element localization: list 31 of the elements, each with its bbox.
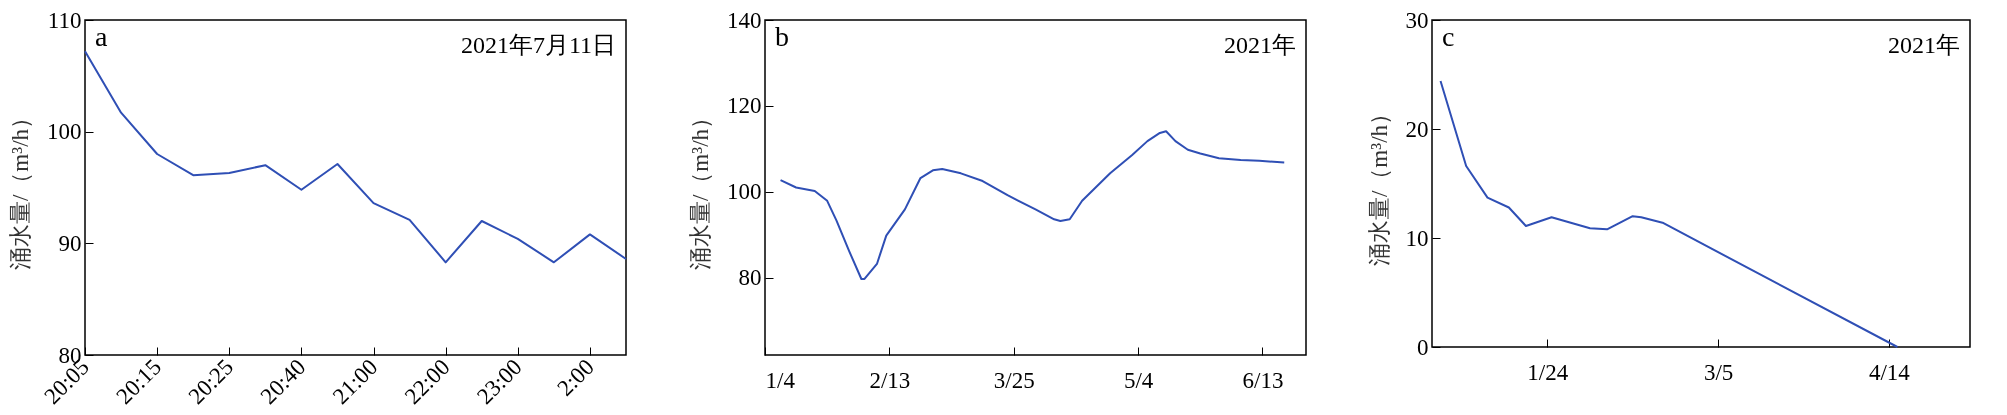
y-tick-label: 10 [1405,225,1429,251]
y-tick-label: 140 [727,7,762,33]
annotation: 2021年7月11日 [460,32,616,58]
annotation: 2021年 [1888,32,1960,58]
x-tick-label: 3/25 [993,367,1035,393]
x-tick-label: 1/4 [765,367,796,393]
y-tick-label: 100 [727,179,762,205]
annotation: b [775,21,789,52]
annotation: a [95,21,108,52]
x-tick-label: 2/13 [869,367,911,393]
y-tick-label: 30 [1405,7,1429,33]
x-tick-label: 4/14 [1868,359,1911,385]
y-axis-title: 涌水量/（m³/h） [688,105,713,271]
y-tick-label: 80 [738,265,762,291]
y-tick-label: 0 [1417,334,1429,360]
x-tick-label: 6/13 [1242,367,1284,393]
x-tick-label: 2:00 [552,354,599,401]
line-series [1439,80,1899,348]
x-tick-label: 1/24 [1527,359,1569,385]
y-tick-label: 110 [47,7,82,33]
y-tick-label: 100 [47,119,82,145]
y-tick-label: 20 [1405,116,1429,142]
y-tick-label: 120 [727,93,762,119]
y-axis-title: 涌水量/（m³/h） [8,105,33,271]
line-series [779,130,1286,280]
annotation: 2021年 [1224,32,1296,58]
annotation: c [1442,21,1455,52]
y-axis-title: 涌水量/（m³/h） [1366,101,1392,267]
x-tick-label: 3/5 [1703,359,1734,385]
y-tick-label: 90 [58,230,82,256]
x-tick-label: 5/4 [1123,367,1154,393]
